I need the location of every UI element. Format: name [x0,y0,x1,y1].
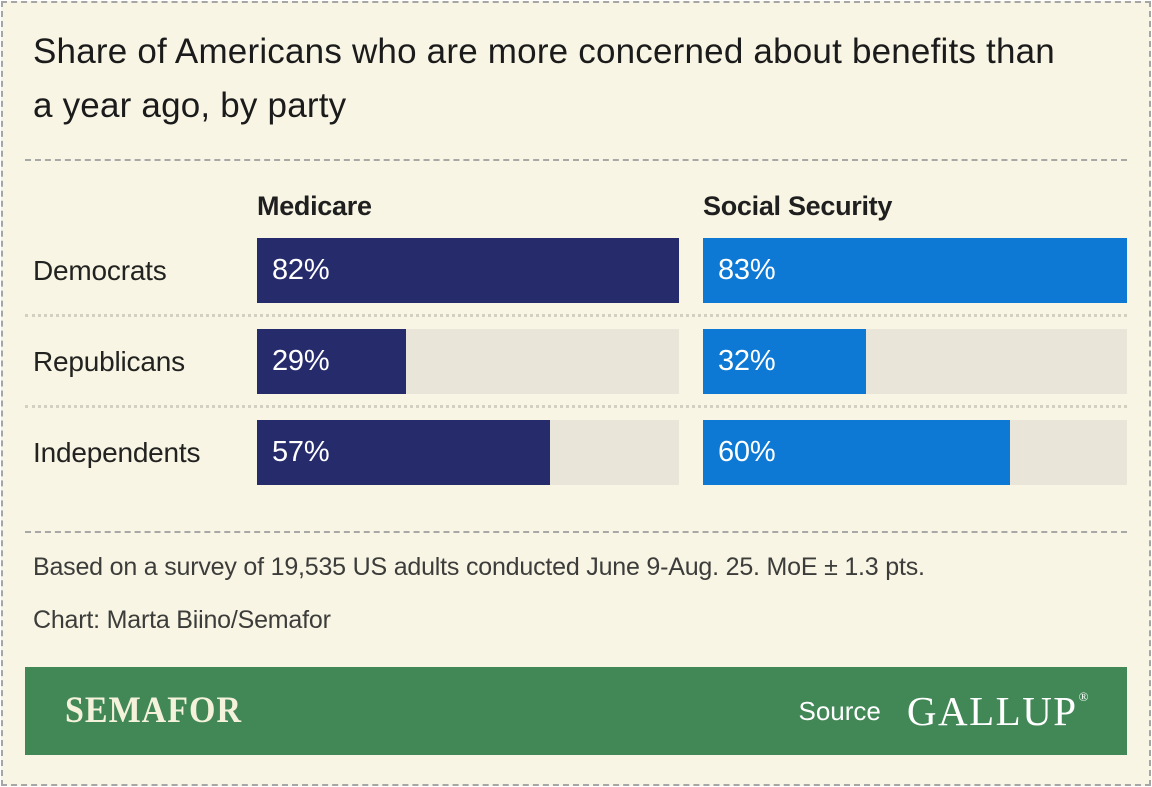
bar-value-label: 29% [272,345,330,377]
bar-track: 83% [703,238,1127,303]
party-label: Republicans [33,345,185,377]
column-header-row: Medicare Social Security [25,191,1127,222]
bar: 57% [257,420,551,485]
bar: 60% [703,420,1010,485]
party-label: Independents [33,436,201,468]
bar-track: 82% [257,238,679,303]
bar-track: 32% [703,329,1127,394]
column-header-social-security: Social Security [703,191,893,221]
methodology-note: Based on a survey of 19,535 US adults co… [33,553,925,581]
chart-credit: Chart: Marta Biino/Semafor [33,606,331,634]
registered-trademark-symbol: ® [1078,689,1090,704]
table-row: Republicans 29% 32% [25,329,1127,394]
bar-value-label: 82% [272,254,330,286]
gallup-logo: GALLUP® [906,688,1090,734]
bar-value-label: 32% [718,345,776,377]
bar-value-label: 83% [718,254,776,286]
source-label: Source [798,695,881,726]
footer-separator [25,531,1127,533]
bar-track: 60% [703,420,1127,485]
bar: 29% [257,329,407,394]
row-separator [25,314,1127,317]
bar-value-label: 57% [272,436,330,468]
table-row: Democrats 82% 83% [25,238,1127,303]
row-separator [25,405,1127,408]
bar: 83% [703,238,1127,303]
semafor-logo: SEMAFOR [65,690,242,731]
chart-title: Share of Americans who are more concerne… [33,32,1055,125]
bar-track: 29% [257,329,679,394]
bar-value-label: 60% [718,436,776,468]
bar: 82% [257,238,679,303]
brand-bar: SEMAFOR Source GALLUP® [25,667,1127,755]
bar-chart: Medicare Social Security Democrats 82% 83%… [3,191,1149,485]
title-separator [25,159,1127,161]
party-label: Democrats [33,254,167,286]
bar: 32% [703,329,867,394]
bar-track: 57% [257,420,679,485]
table-row: Independents 57% 60% [25,420,1127,485]
source-attribution: Source GALLUP® [799,687,1090,735]
chart-rows: Democrats 82% 83% Republicans 29% 32% Independ… [25,238,1127,485]
column-header-medicare: Medicare [257,191,372,221]
